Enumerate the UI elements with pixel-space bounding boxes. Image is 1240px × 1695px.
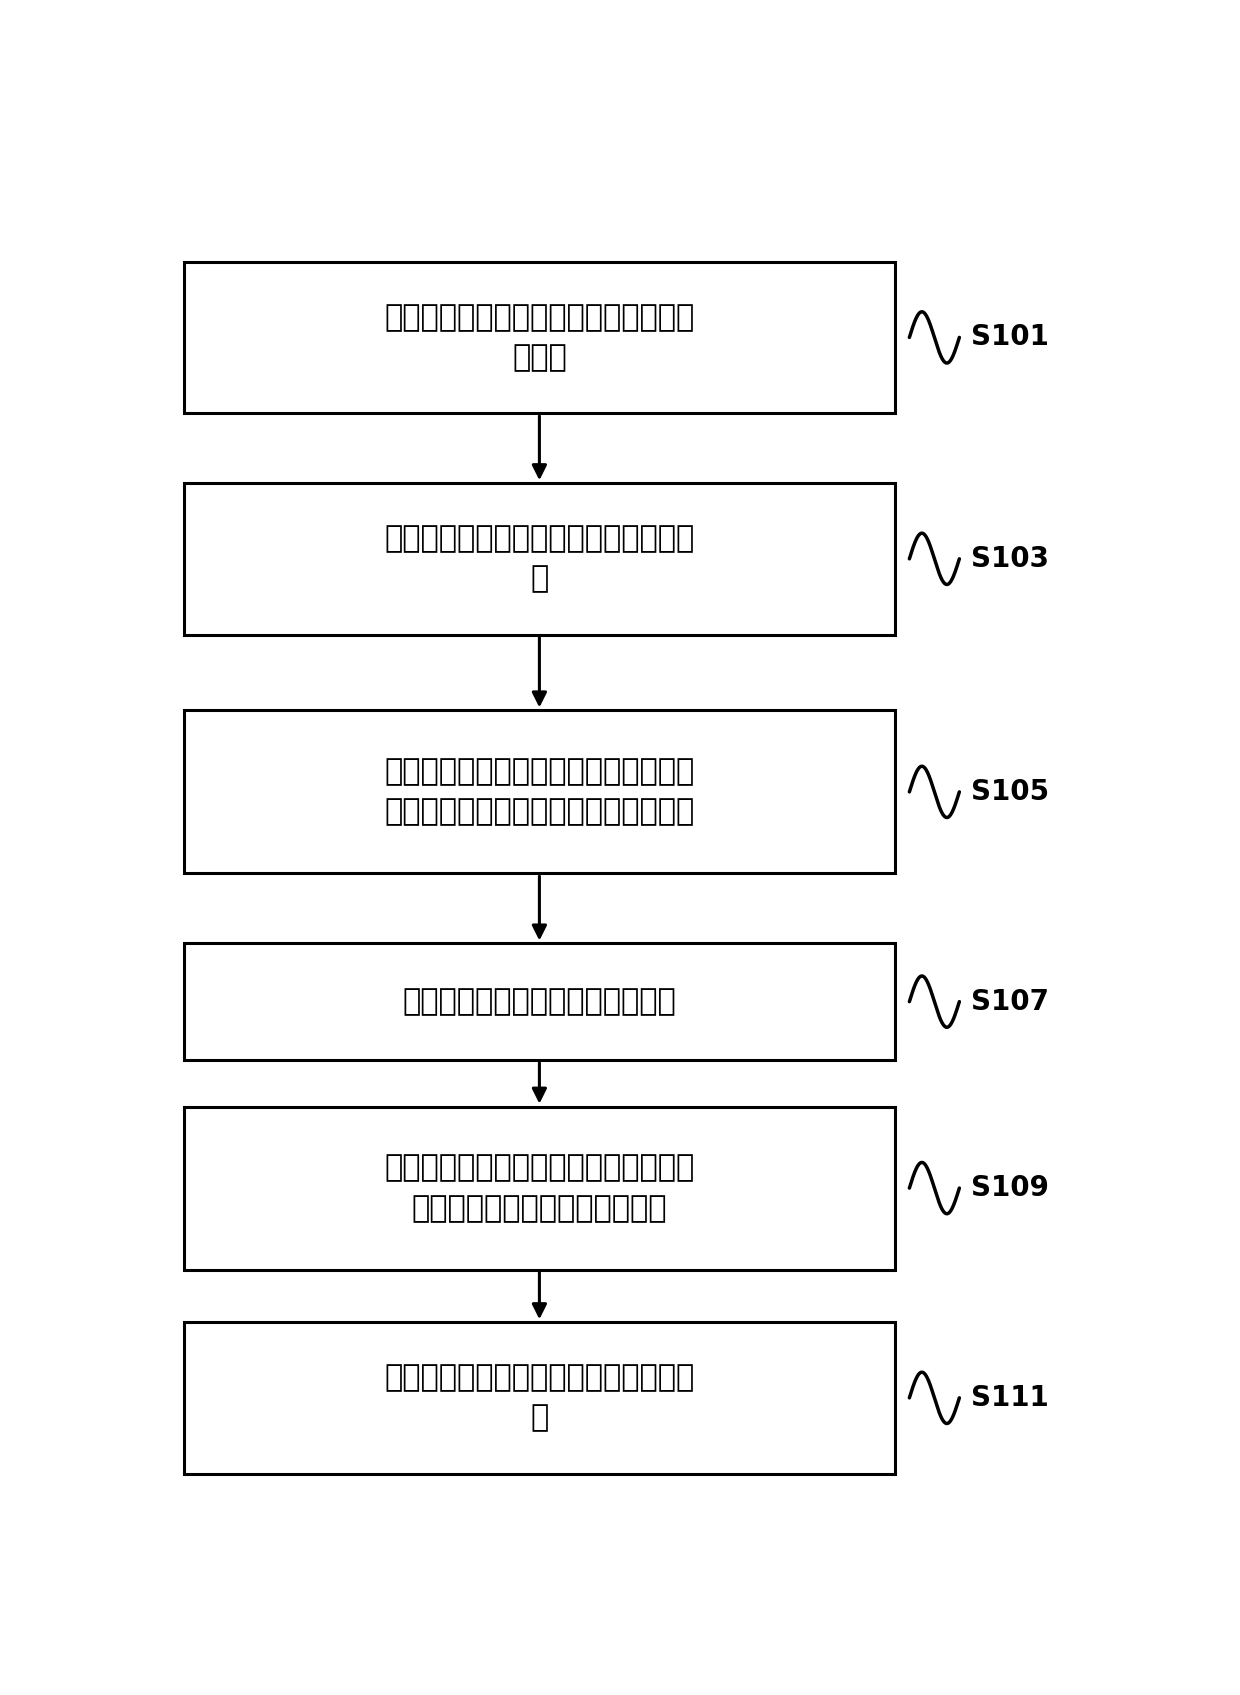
Bar	[184, 261, 895, 414]
Text: 使用测试集来测试训练得到的机器学习
模型并根据测试结果来进行选择: 使用测试集来测试训练得到的机器学习 模型并根据测试结果来进行选择	[384, 1153, 694, 1222]
Bar	[184, 483, 895, 634]
Bar	[184, 710, 895, 873]
Text: 收集现有日志并从现有日志中提取出日
志信息: 收集现有日志并从现有日志中提取出日 志信息	[384, 303, 694, 373]
Text: S111: S111	[971, 1383, 1049, 1412]
Bar	[184, 944, 895, 1059]
Bar	[184, 1322, 895, 1473]
Text: 使用训练集训练多个机器学习模型: 使用训练集训练多个机器学习模型	[403, 986, 676, 1015]
Text: 将日志数据重构为机器学习模型可处理
的数据集，数据集包括训练集和测试集: 将日志数据重构为机器学习模型可处理 的数据集，数据集包括训练集和测试集	[384, 758, 694, 827]
Text: S105: S105	[971, 778, 1049, 805]
Text: S101: S101	[971, 324, 1049, 351]
Bar	[184, 1107, 895, 1270]
Text: 对日志信息进行数字化处理获得日志数
据: 对日志信息进行数字化处理获得日志数 据	[384, 524, 694, 593]
Text: 使用所选择的机器学习模型来分析新日
志: 使用所选择的机器学习模型来分析新日 志	[384, 1363, 694, 1432]
Text: S109: S109	[971, 1175, 1049, 1202]
Text: S107: S107	[971, 988, 1049, 1015]
Text: S103: S103	[971, 544, 1049, 573]
